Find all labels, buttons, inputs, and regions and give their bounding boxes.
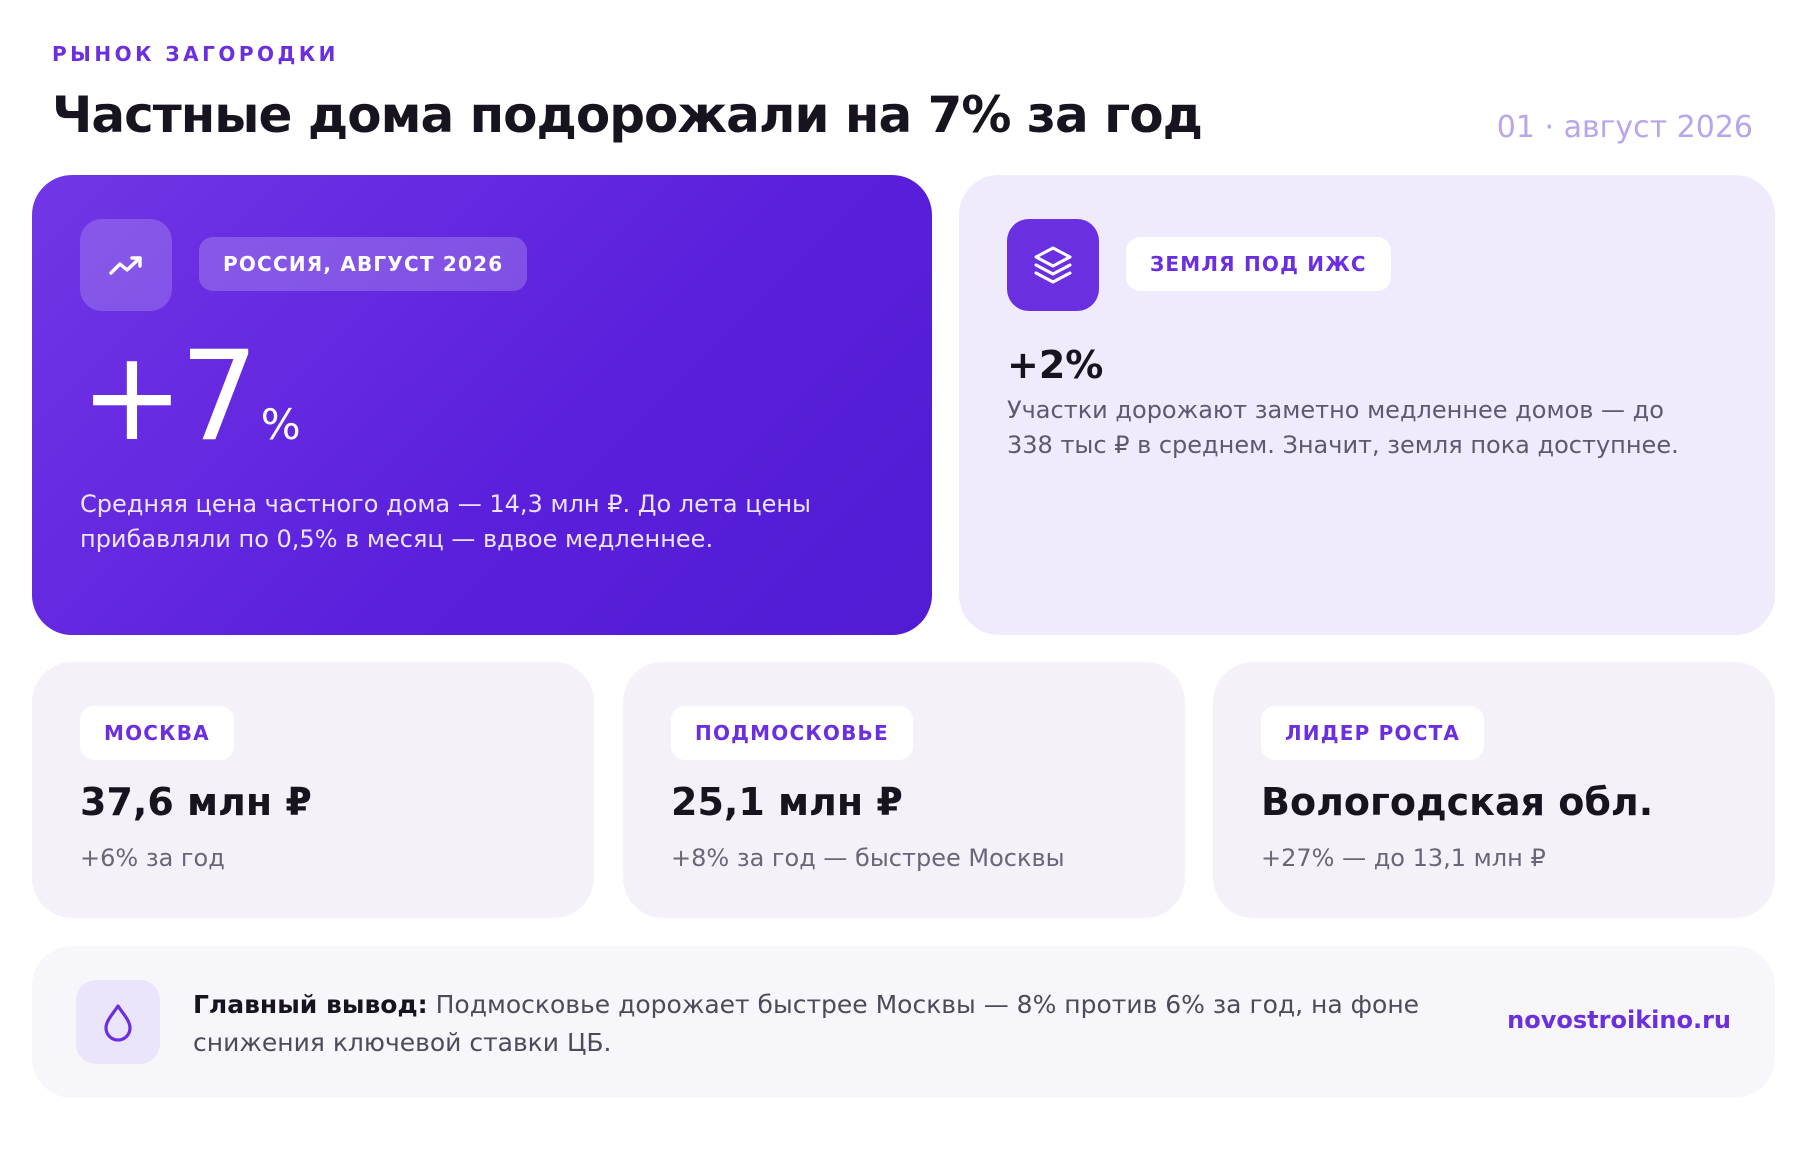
- stat-subtitle: +6% за год: [80, 844, 225, 872]
- summary-text: Главный вывод: Подмосковье дорожает быст…: [193, 986, 1533, 1062]
- stat-subtitle: +27% — до 13,1 млн ₽: [1261, 844, 1546, 872]
- growth-value: +7%: [80, 335, 301, 459]
- land-description: Участки дорожают заметно медленнее домов…: [1007, 396, 1679, 459]
- drop-icon: [76, 980, 160, 1064]
- land-card: ЗЕМЛЯ ПОД ИЖС +2% Участки дорожают замет…: [959, 175, 1775, 635]
- russia-growth-card: РОССИЯ, АВГУСТ 2026 +7% Средняя цена час…: [32, 175, 932, 635]
- land-growth-value: +2%: [1007, 343, 1104, 387]
- stat-subtitle: +8% за год — быстрее Москвы: [671, 844, 1065, 872]
- stat-value: 25,1 млн ₽: [671, 780, 903, 824]
- land-badge: ЗЕМЛЯ ПОД ИЖС: [1126, 237, 1391, 291]
- summary-card: Главный вывод: Подмосковье дорожает быст…: [32, 946, 1775, 1098]
- stat-card-moscow-region: ПОДМОСКОВЬЕ 25,1 млн ₽ +8% за год — быст…: [623, 662, 1185, 918]
- summary-body: Подмосковье дорожает быстрее Москвы — 8%…: [193, 990, 1420, 1057]
- layers-icon: [1007, 219, 1099, 311]
- growth-description: Средняя цена частного дома — 14,3 млн ₽.…: [80, 490, 811, 553]
- summary-lead: Главный вывод:: [193, 990, 428, 1019]
- page-title: Частные дома подорожали на 7% за год: [52, 86, 1203, 144]
- section-kicker: РЫНОК ЗАГОРОДКИ: [52, 42, 339, 66]
- stat-value: Вологодская обл.: [1261, 780, 1654, 824]
- growth-number: +7: [80, 325, 259, 469]
- stat-value: 37,6 млн ₽: [80, 780, 312, 824]
- stat-badge: МОСКВА: [80, 706, 234, 760]
- stat-badge: ЛИДЕР РОСТА: [1261, 706, 1485, 760]
- source-link[interactable]: novostroikino.ru: [1507, 1006, 1731, 1034]
- trend-up-icon: [80, 219, 172, 311]
- growth-unit: %: [260, 400, 301, 449]
- stat-card-growth-leader: ЛИДЕР РОСТА Вологодская обл. +27% — до 1…: [1213, 662, 1775, 918]
- stat-card-moscow: МОСКВА 37,6 млн ₽ +6% за год: [32, 662, 594, 918]
- region-badge: РОССИЯ, АВГУСТ 2026: [199, 237, 528, 291]
- stat-badge: ПОДМОСКОВЬЕ: [671, 706, 913, 760]
- publish-date: 01 · август 2026: [1496, 110, 1753, 145]
